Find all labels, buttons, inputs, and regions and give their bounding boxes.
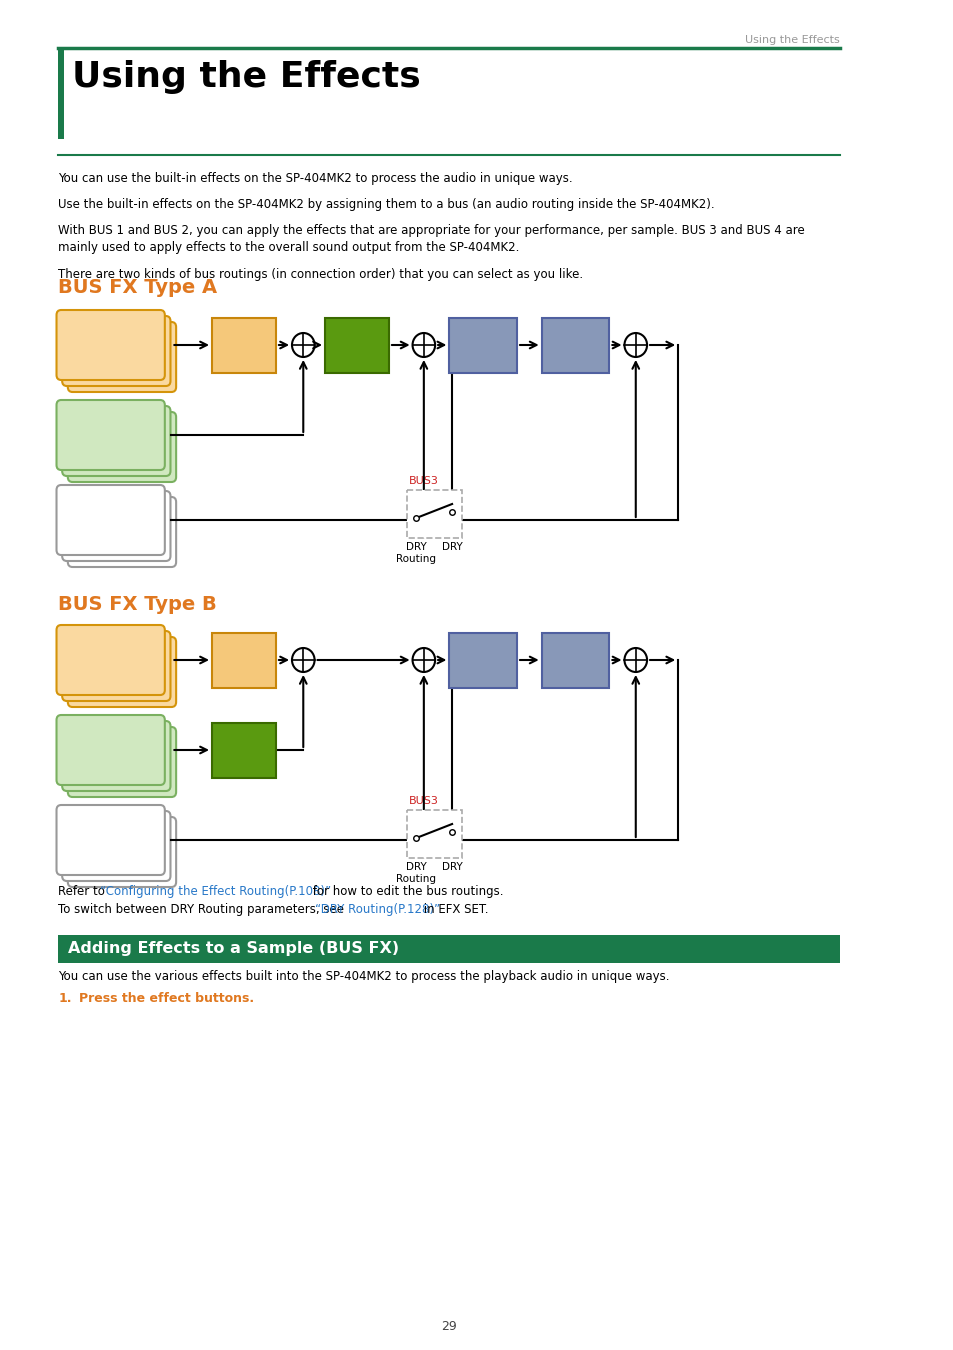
Text: BUS 2: BUS 2 (335, 339, 377, 352)
FancyBboxPatch shape (541, 633, 609, 688)
FancyBboxPatch shape (212, 319, 275, 373)
FancyBboxPatch shape (68, 412, 176, 482)
Text: Adding Effects to a Sample (BUS FX): Adding Effects to a Sample (BUS FX) (68, 941, 398, 957)
Text: Using the Effects: Using the Effects (744, 35, 840, 45)
Text: BUS 2: BUS 2 (223, 744, 265, 757)
Text: Use the built-in effects on the SP-404MK2 by assigning them to a bus (an audio r: Use the built-in effects on the SP-404MK… (58, 198, 714, 211)
Text: BUS 1: BUS 1 (223, 653, 265, 667)
FancyBboxPatch shape (68, 637, 176, 707)
Bar (58, 936, 840, 963)
Text: Sample: Sample (87, 339, 134, 351)
Text: Using the Effects: Using the Effects (71, 59, 420, 95)
Text: “Configuring the Effect Routing(P.108)”: “Configuring the Effect Routing(P.108)” (100, 886, 331, 898)
Text: To switch between DRY Routing parameters, see: To switch between DRY Routing parameters… (58, 903, 348, 917)
Text: 29: 29 (441, 1320, 456, 1332)
FancyBboxPatch shape (212, 724, 275, 778)
FancyBboxPatch shape (68, 817, 176, 887)
FancyBboxPatch shape (325, 319, 389, 373)
FancyBboxPatch shape (56, 625, 165, 695)
Text: BUS FX Type A: BUS FX Type A (58, 278, 217, 297)
Text: You can use the various effects built into the SP-404MK2 to process the playback: You can use the various effects built in… (58, 971, 669, 983)
Text: Sample: Sample (87, 513, 134, 526)
FancyBboxPatch shape (62, 721, 171, 791)
Bar (58, 49, 64, 139)
Text: Sample: Sample (87, 653, 134, 667)
Text: “DRY Routing(P.128)”: “DRY Routing(P.128)” (314, 903, 439, 917)
Text: Press the effect buttons.: Press the effect buttons. (79, 992, 254, 1004)
FancyBboxPatch shape (62, 630, 171, 701)
Text: BUS3: BUS3 (408, 796, 438, 806)
Text: BUS 3: BUS 3 (462, 653, 503, 667)
FancyBboxPatch shape (56, 805, 165, 875)
FancyBboxPatch shape (62, 406, 171, 477)
Text: BUS 4: BUS 4 (554, 653, 596, 667)
Text: BUS FX Type B: BUS FX Type B (58, 595, 217, 614)
Text: BUS3: BUS3 (408, 477, 438, 486)
Text: BUS 1: BUS 1 (223, 339, 265, 352)
Text: Refer to: Refer to (58, 886, 109, 898)
Text: DRY: DRY (441, 863, 462, 872)
Text: Routing: Routing (395, 554, 436, 564)
FancyBboxPatch shape (56, 310, 165, 379)
FancyBboxPatch shape (56, 716, 165, 784)
Text: BUS 3: BUS 3 (462, 339, 503, 352)
Text: DRY: DRY (441, 541, 462, 552)
Text: There are two kinds of bus routings (in connection order) that you can select as: There are two kinds of bus routings (in … (58, 269, 583, 281)
FancyBboxPatch shape (68, 728, 176, 796)
Text: DRY: DRY (406, 863, 426, 872)
FancyBboxPatch shape (407, 810, 461, 859)
FancyBboxPatch shape (212, 633, 275, 688)
FancyBboxPatch shape (62, 316, 171, 386)
FancyBboxPatch shape (541, 319, 609, 373)
Text: in EFX SET.: in EFX SET. (419, 903, 488, 917)
Text: You can use the built-in effects on the SP-404MK2 to process the audio in unique: You can use the built-in effects on the … (58, 171, 573, 185)
Text: Sample: Sample (87, 428, 134, 441)
FancyBboxPatch shape (56, 400, 165, 470)
FancyBboxPatch shape (68, 323, 176, 391)
Text: Sample: Sample (87, 744, 134, 756)
Text: 1.: 1. (58, 992, 71, 1004)
FancyBboxPatch shape (56, 485, 165, 555)
Text: DRY: DRY (406, 541, 426, 552)
Text: BUS 4: BUS 4 (554, 339, 596, 352)
Text: for how to edit the bus routings.: for how to edit the bus routings. (309, 886, 503, 898)
FancyBboxPatch shape (449, 633, 517, 688)
FancyBboxPatch shape (449, 319, 517, 373)
FancyBboxPatch shape (62, 811, 171, 882)
Text: With BUS 1 and BUS 2, you can apply the effects that are appropriate for your pe: With BUS 1 and BUS 2, you can apply the … (58, 224, 804, 254)
Text: Routing: Routing (395, 873, 436, 884)
FancyBboxPatch shape (68, 497, 176, 567)
FancyBboxPatch shape (407, 490, 461, 539)
FancyBboxPatch shape (62, 491, 171, 562)
Text: Sample: Sample (87, 833, 134, 846)
